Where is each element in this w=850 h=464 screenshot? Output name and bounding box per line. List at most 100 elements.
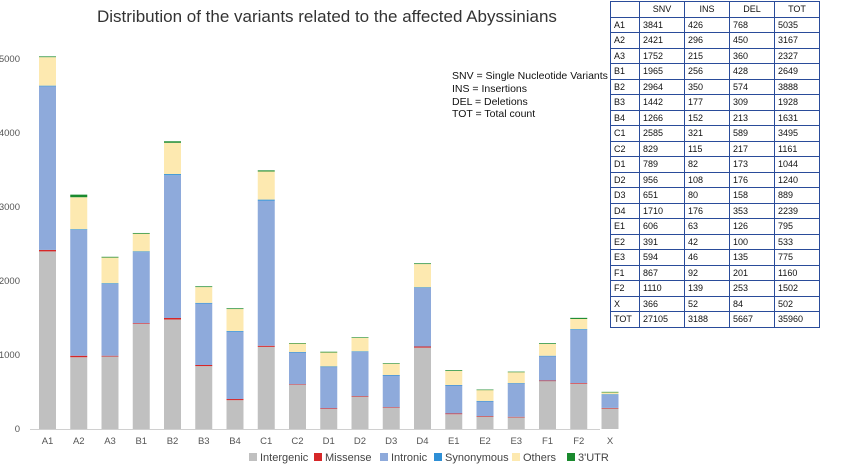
table-cell: 589 (729, 125, 775, 142)
bar-segment-D2-synonymous (351, 351, 369, 352)
table-row-label: A1 (610, 16, 640, 33)
table-row: B1 1965 256 428 2649 (610, 63, 820, 80)
bar-segment-E1-intronic (445, 385, 463, 414)
bar-segment-C1-intronic (257, 200, 275, 346)
table-header-cell: INS (684, 1, 730, 18)
table-row-label: X (610, 295, 640, 312)
table-header-cell: SNV (639, 1, 685, 18)
y-tick-label: 0 (15, 424, 20, 435)
bar-segment-D3-3utr (382, 363, 400, 364)
legend-label: Synonymous (445, 452, 509, 464)
bar-segment-E2-intergenic (476, 416, 494, 429)
table-row-label: E1 (610, 218, 640, 235)
bar-segment-B2-intronic (164, 175, 181, 318)
table-cell: 353 (729, 202, 775, 219)
table-cell: 42 (684, 233, 730, 250)
table-cell: 2421 (639, 32, 685, 49)
table-cell: 502 (774, 295, 820, 312)
bar-segment-A2-missense (70, 355, 88, 358)
bar-segment-A2-3utr (70, 194, 88, 198)
table-cell: 1710 (639, 202, 685, 219)
x-tick-label: F1 (542, 436, 553, 447)
table-cell: 2327 (774, 47, 820, 64)
bar-segment-D3-intronic (382, 375, 400, 408)
bar-segment-E2-intronic (476, 401, 494, 417)
table-cell: 2964 (639, 78, 685, 95)
legend-swatch (567, 453, 575, 461)
bar-segment-D4-intergenic (414, 347, 431, 429)
bar-segment-E1-others (445, 370, 463, 385)
bar-segment-B1-3utr (132, 232, 150, 234)
table-cell: 956 (639, 171, 685, 188)
bar-segment-B3-intergenic (195, 366, 213, 429)
bar-segment-D2-others (351, 337, 369, 352)
table-cell: 450 (729, 32, 775, 49)
x-tick-label: B2 (167, 436, 179, 447)
table-cell: 428 (729, 63, 775, 80)
bar-segment-B4-synonymous (226, 330, 244, 332)
table-cell: 27105 (639, 311, 685, 328)
legend-label: Others (523, 452, 557, 464)
bar-segment-B2-intergenic (164, 319, 181, 429)
x-tick-label: D4 (416, 436, 428, 447)
bar-segment-D4-intronic (414, 288, 431, 347)
bar-segment-C1-others (257, 171, 275, 200)
table-cell: 2649 (774, 63, 820, 80)
bar-segment-A1-3utr (39, 56, 56, 58)
y-tick-label: 3000 (0, 202, 20, 213)
table-cell: 3167 (774, 32, 820, 49)
y-tick-label: 2000 (0, 276, 20, 287)
y-tick-label: 1000 (0, 350, 20, 361)
y-tick-label: 4000 (0, 128, 20, 139)
table-cell: 201 (729, 264, 775, 281)
table-cell: 309 (729, 94, 775, 111)
bar-segment-C2-intergenic (289, 384, 306, 429)
bar-segment-B1-intergenic (132, 323, 150, 429)
table-cell: 3495 (774, 125, 820, 142)
bar-segment-A3-synonymous (101, 283, 119, 284)
table-cell: 1266 (639, 109, 685, 126)
bar-segment-D3-missense (382, 407, 400, 408)
x-tick-label: A2 (73, 436, 85, 447)
bar-segment-C2-3utr (289, 343, 306, 344)
table-cell: 158 (729, 187, 775, 204)
table-cell: 256 (684, 63, 730, 80)
x-tick-label: A1 (42, 436, 54, 447)
table-cell: 1442 (639, 94, 685, 111)
table-cell: 52 (684, 295, 730, 312)
table-row: C2 829 115 217 1161 (610, 140, 820, 157)
chart-title: Distribution of the variants related to … (97, 7, 557, 26)
table-row: A3 1752 215 360 2327 (610, 47, 820, 64)
bar-segment-E1-intergenic (445, 414, 463, 429)
bar-segment-D1-intergenic (320, 409, 338, 429)
bar-segment-D3-synonymous (382, 374, 400, 376)
table-cell: 321 (684, 125, 730, 142)
table-row-label: D4 (610, 202, 640, 219)
bar-segment-B2-missense (164, 318, 181, 320)
table-row-label: F1 (610, 264, 640, 281)
x-axis: A1 A2 A3 B1 B2 B3 B4 C1 C2 D1 D2 D3 D4 E1 E2 E3 F1 F2 X (42, 436, 614, 447)
bar-segment-A1-intergenic (39, 251, 56, 429)
table-cell: 126 (729, 218, 775, 235)
note-tot: TOT = Total count (452, 108, 536, 121)
bar-segment-E1-3utr (445, 370, 463, 371)
bar-segment-B1-synonymous (132, 251, 150, 253)
table-cell: 82 (684, 156, 730, 173)
x-tick-label: C2 (291, 436, 303, 447)
x-tick-label: E3 (510, 436, 522, 447)
note-snv: SNV = Single Nucleotide Variants (452, 70, 608, 82)
bar-segment-D2-3utr (351, 337, 369, 338)
x-tick-label: A3 (104, 436, 116, 447)
bar-segment-E3-missense (507, 416, 525, 418)
table-header-cell: TOT (774, 1, 820, 18)
x-tick-label: B3 (198, 436, 210, 447)
bar-segment-B3-others (195, 287, 213, 303)
table-body: A1 3841 426 768 5035 A2 2421 296 450 3167 A3 1752 21… (610, 16, 820, 328)
table-row: D3 651 80 158 889 (610, 187, 820, 204)
variant-count-table: SNV INS DEL TOT A1 3841 426 768 5035 A2 2421 296 45… (610, 1, 820, 328)
bar-segment-F1-others (539, 343, 556, 356)
bar-segment-C1-synonymous (257, 199, 275, 201)
table-row-label: B3 (610, 94, 640, 111)
bar-segment-A2-others (70, 197, 88, 230)
